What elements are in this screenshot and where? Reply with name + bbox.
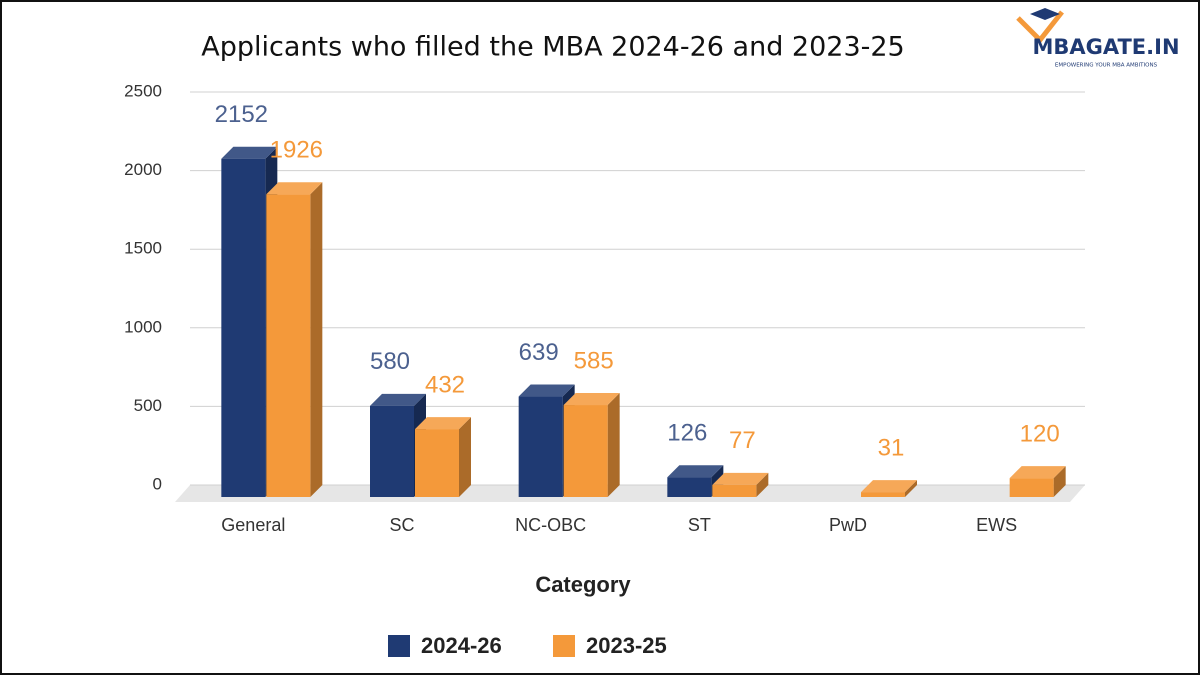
logo-cap [1030, 8, 1060, 20]
bar-side [607, 393, 620, 497]
bar-top [518, 384, 575, 397]
bar-side [1053, 466, 1066, 497]
bar [1009, 478, 1054, 497]
logo: MBAGATE.IN EMPOWERING YOUR MBA AMBITIONS [1016, 8, 1180, 69]
bar-side [905, 480, 917, 497]
bar [667, 477, 712, 497]
y-tick-label: 500 [134, 396, 162, 415]
logo-name: MBAGATE.IN [1032, 35, 1179, 59]
bar-side [459, 417, 471, 497]
value-label: 31 [878, 434, 905, 461]
bar-side [756, 472, 769, 497]
bar [861, 492, 905, 497]
bar [712, 484, 757, 497]
logo-tagline: EMPOWERING YOUR MBA AMBITIONS [1055, 63, 1158, 69]
value-label: 120 [1020, 420, 1060, 447]
value-label: 585 [574, 347, 614, 374]
y-tick-label: 1000 [124, 317, 162, 336]
bar-top [712, 472, 769, 485]
bar-top [266, 182, 323, 195]
bar [221, 158, 266, 497]
x-axis-label: Category [535, 572, 631, 597]
bar [518, 396, 563, 497]
bar [563, 405, 608, 497]
bar-top [370, 393, 426, 406]
value-label: 432 [425, 371, 465, 398]
logo-icon [1016, 10, 1064, 44]
bar-top [861, 480, 917, 493]
y-tick-label: 0 [153, 474, 162, 493]
value-label: 580 [370, 348, 410, 375]
value-label: 1926 [270, 137, 323, 164]
bar-top [1009, 466, 1066, 479]
legend-swatch [553, 635, 575, 657]
x-tick-label: SC [389, 515, 414, 535]
y-tick-label: 2000 [124, 160, 162, 179]
x-tick-label: ST [688, 515, 711, 535]
y-tick-label: 1500 [124, 239, 162, 258]
bar [415, 429, 459, 497]
bar-top [667, 465, 724, 478]
y-tick-label: 2500 [124, 81, 162, 100]
value-label: 2152 [215, 101, 268, 128]
value-label: 126 [667, 420, 707, 447]
chart-title: Applicants who filled the MBA 2024-26 an… [201, 32, 904, 63]
x-tick-label: PwD [829, 515, 867, 535]
x-tick-label: EWS [976, 515, 1017, 535]
bar-top [563, 393, 620, 406]
legend-label: 2023-25 [586, 633, 667, 658]
value-label: 77 [729, 427, 756, 454]
bar-top [221, 146, 278, 159]
legend-label: 2024-26 [421, 633, 502, 658]
x-tick-label: NC-OBC [515, 515, 586, 535]
x-tick-label: General [221, 515, 285, 535]
legend-swatch [388, 635, 410, 657]
bar [370, 405, 414, 497]
value-label: 639 [519, 339, 559, 366]
bar-top [415, 417, 471, 430]
bar-side [310, 182, 323, 498]
bar [266, 194, 311, 498]
